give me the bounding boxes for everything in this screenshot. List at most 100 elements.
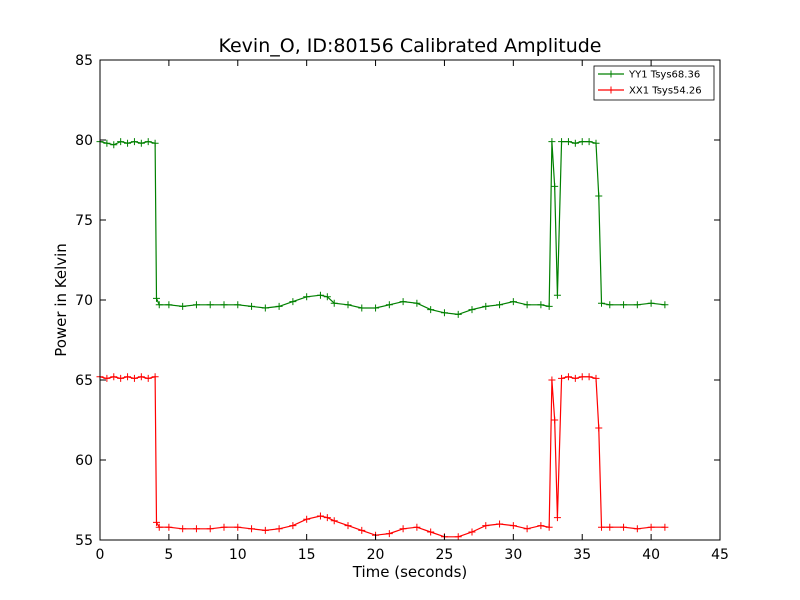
data-point (598, 299, 606, 307)
data-point (647, 299, 655, 307)
data-point (220, 301, 228, 309)
x-tick-label: 35 (573, 547, 591, 563)
data-point (545, 302, 553, 310)
data-point (558, 374, 566, 382)
data-point (234, 301, 242, 309)
legend: YY1 Tsys68.36 XX1 Tsys54.26 (593, 65, 715, 101)
legend-box (593, 65, 715, 101)
series-1 (96, 373, 669, 541)
data-point (358, 304, 366, 312)
y-tick-label: 60 (75, 453, 93, 469)
data-point (548, 138, 556, 146)
data-point (248, 302, 256, 310)
data-point (592, 139, 600, 147)
y-axis-label: Power in Kelvin (52, 243, 70, 357)
data-point (558, 138, 566, 146)
data-point (578, 373, 586, 381)
x-axis-label: Time (seconds) (352, 563, 468, 581)
data-point (303, 515, 311, 523)
data-point (661, 523, 669, 531)
data-point (496, 520, 504, 528)
y-tick-label: 70 (75, 293, 93, 309)
data-point (496, 301, 504, 309)
data-point (323, 514, 331, 522)
data-point (303, 293, 311, 301)
data-point (427, 306, 435, 314)
data-point (564, 373, 572, 381)
data-point (192, 301, 200, 309)
data-point (545, 523, 553, 531)
data-point (248, 525, 256, 533)
data-point (606, 523, 614, 531)
data-point (130, 374, 138, 382)
data-point (578, 138, 586, 146)
data-point (399, 298, 407, 306)
data-point (413, 299, 421, 307)
data-point (399, 525, 407, 533)
data-point (440, 309, 448, 317)
data-point (344, 301, 352, 309)
y-tick-label: 75 (75, 213, 93, 229)
data-point (103, 374, 111, 382)
data-point (427, 528, 435, 536)
data-point (261, 304, 269, 312)
data-point (661, 301, 669, 309)
y-tick-label: 55 (75, 533, 93, 549)
data-point (413, 523, 421, 531)
x-tick-label: 40 (642, 547, 660, 563)
data-point (509, 522, 517, 530)
data-point (179, 302, 187, 310)
y-axis: 55 60 65 70 75 80 85 (75, 53, 720, 549)
data-point (553, 514, 561, 522)
data-point (192, 525, 200, 533)
data-point (633, 301, 641, 309)
y-tick-label: 80 (75, 133, 93, 149)
data-point (275, 525, 283, 533)
data-point (585, 138, 593, 146)
data-point (548, 376, 556, 384)
data-point (330, 299, 338, 307)
data-point (592, 374, 600, 382)
data-point (179, 525, 187, 533)
data-point (523, 301, 531, 309)
data-point (537, 301, 545, 309)
data-point (620, 523, 628, 531)
data-point (144, 138, 152, 146)
x-tick-label: 10 (229, 547, 247, 563)
data-point (110, 141, 118, 149)
data-point (152, 518, 160, 526)
data-point (551, 416, 559, 424)
data-point (124, 373, 132, 381)
data-point (137, 373, 145, 381)
data-point (261, 526, 269, 534)
x-tick-label: 20 (367, 547, 385, 563)
chart-title: Kevin_O, ID:80156 Calibrated Amplitude (218, 35, 601, 57)
data-point (330, 517, 338, 525)
x-tick-label: 25 (436, 547, 454, 563)
x-tick-label: 15 (298, 547, 316, 563)
data-point (137, 139, 145, 147)
data-point (598, 523, 606, 531)
data-point (595, 192, 603, 200)
data-point (564, 138, 572, 146)
x-tick-label: 0 (96, 547, 105, 563)
data-point (585, 373, 593, 381)
data-point (553, 291, 561, 299)
data-point (165, 301, 173, 309)
data-point (206, 301, 214, 309)
data-point (110, 373, 118, 381)
data-point (316, 512, 324, 520)
data-point (165, 523, 173, 531)
data-point (117, 374, 125, 382)
data-point (385, 530, 393, 538)
data-point (275, 302, 283, 310)
data-point (316, 291, 324, 299)
data-point (289, 298, 297, 306)
data-point (103, 139, 111, 147)
data-point (633, 525, 641, 533)
data-point (117, 138, 125, 146)
legend-label: XX1 Tsys54.26 (629, 86, 702, 97)
data-point (155, 301, 163, 309)
data-point (323, 293, 331, 301)
